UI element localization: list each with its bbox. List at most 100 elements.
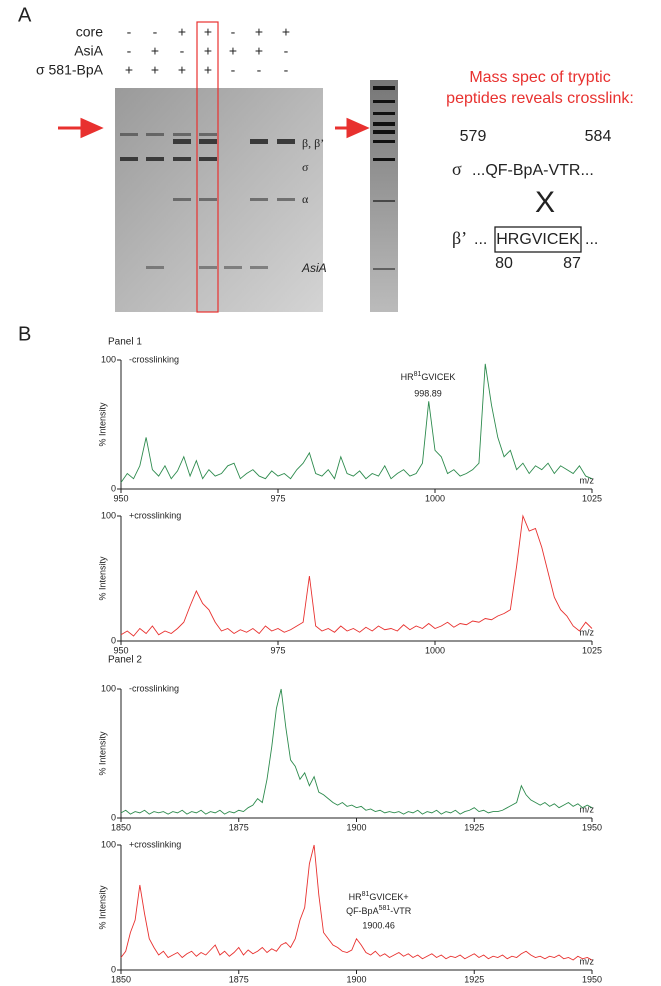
band-label: σ: [302, 160, 309, 174]
arrow: [58, 117, 104, 139]
panel-label: B: [18, 323, 31, 345]
residue-number: 87: [563, 255, 581, 272]
lane-sign: -: [127, 43, 132, 59]
y-axis-label: % Intensity: [97, 731, 107, 776]
lane-sign: +: [255, 43, 263, 59]
lane-sign: +: [151, 43, 159, 59]
spectrum-title: +crosslinking: [129, 839, 181, 849]
x-tick-label: 975: [270, 493, 285, 503]
lane-sign: +: [151, 62, 159, 78]
x-tick-label: 1000: [425, 645, 445, 655]
annotation-part: QF-BpA: [346, 906, 379, 916]
x-tick-label: 1875: [229, 822, 249, 832]
sequence-box: [494, 226, 582, 253]
spectrum: 0 100 1850 1875 1900 1925 1950 m/z % Intensity +c…: [97, 839, 602, 984]
sequence: HRGVICEK: [496, 231, 580, 248]
annotation-value: 998.89: [414, 388, 442, 398]
lane-sign: -: [257, 62, 262, 78]
crosslink-mark: X: [535, 186, 555, 219]
y-tick-label: 0: [111, 635, 116, 645]
lane-sign: -: [231, 62, 236, 78]
axis-line: [120, 360, 592, 490]
lane-sign: -: [153, 24, 158, 40]
gel-bands: [120, 133, 295, 269]
highlight-box: [196, 21, 219, 313]
lane-sign: +: [255, 24, 263, 40]
y-tick-label: 100: [101, 510, 116, 520]
residue-number: 80: [495, 255, 513, 272]
y-tick-label: 0: [111, 483, 116, 493]
lane-sign: +: [229, 43, 237, 59]
spectrum-line: [120, 688, 593, 815]
spectrum-line: [120, 514, 593, 637]
annotation-part: GVICEK: [421, 372, 455, 382]
spectrum: 0 100 950 975 1000 1025 m/z % Intensity +crossli…: [97, 510, 602, 655]
y-axis-label: % Intensity: [97, 402, 107, 447]
x-tick-label: 1925: [464, 974, 484, 984]
lane-sign: -: [127, 24, 132, 40]
x-tick-label: 1950: [582, 974, 602, 984]
lane-sign: +: [178, 24, 186, 40]
panel-label: A: [18, 4, 32, 26]
axis-line: [120, 689, 592, 819]
spectrum-line: [120, 363, 593, 483]
annotation-part: 581: [379, 905, 391, 912]
sequence: ...: [474, 231, 487, 248]
x-tick-label: 950: [113, 493, 128, 503]
sequence: ...: [585, 231, 598, 248]
x-tick-label: 1875: [229, 974, 249, 984]
strip-bands: [373, 86, 395, 270]
panel-title: Panel 2: [108, 655, 142, 666]
sequence: ...QF-BpA-VTR...: [472, 162, 594, 179]
annotation: HR81GVICEK+: [349, 891, 409, 902]
x-tick-label: 1025: [582, 645, 602, 655]
lane-sign: -: [284, 43, 289, 59]
annotation-part: 81: [362, 891, 370, 898]
annotation-part: -VTR: [390, 906, 411, 916]
annotation-value: 1900.46: [362, 920, 395, 930]
band-label: AsiA: [301, 261, 327, 275]
annotation-part: 81: [414, 371, 422, 378]
row-label: σ 581-BpA: [36, 62, 104, 78]
spectrum-title: -crosslinking: [129, 683, 179, 693]
residue-number: 584: [585, 128, 612, 145]
y-axis-label: % Intensity: [97, 885, 107, 930]
lane-sign: -: [231, 24, 236, 40]
subunit-symbol: σ: [452, 159, 462, 179]
x-axis-label: m/z: [580, 956, 595, 966]
annotation: HR81GVICEK: [401, 371, 456, 382]
y-tick-label: 100: [101, 683, 116, 693]
x-tick-label: 950: [113, 645, 128, 655]
x-axis-label: m/z: [580, 475, 595, 485]
axis-line: [120, 516, 592, 642]
y-tick-label: 0: [111, 964, 116, 974]
spectrum-line: [120, 844, 593, 961]
lane-sign: +: [282, 24, 290, 40]
x-tick-label: 1900: [346, 822, 366, 832]
band-label: α: [302, 192, 309, 206]
x-tick-label: 975: [270, 645, 285, 655]
spectrum-title: -crosslinking: [129, 354, 179, 364]
ms-title: peptides reveals crosslink:: [446, 90, 634, 107]
ms-title: Mass spec of tryptic: [469, 69, 610, 86]
y-tick-label: 0: [111, 812, 116, 822]
lane-sign: +: [125, 62, 133, 78]
x-tick-label: 1850: [111, 822, 131, 832]
row-label: AsiA: [74, 43, 103, 59]
spectrum-title: +crosslinking: [129, 510, 181, 520]
y-tick-label: 100: [101, 839, 116, 849]
subunit-symbol: β’: [452, 228, 467, 248]
annotation-part: HR: [349, 892, 362, 902]
gel-strip: [370, 80, 398, 312]
lane-sign: +: [204, 43, 212, 59]
annotation: QF-BpA581-VTR: [346, 905, 412, 916]
x-tick-label: 1025: [582, 493, 602, 503]
band-label: β, β’: [302, 136, 324, 150]
x-tick-label: 1950: [582, 822, 602, 832]
x-tick-label: 1000: [425, 493, 445, 503]
lane-sign: +: [204, 62, 212, 78]
lane-sign: -: [180, 43, 185, 59]
spectrum: 0 100 1850 1875 1900 1925 1950 m/z % Intensity -c…: [97, 683, 602, 832]
